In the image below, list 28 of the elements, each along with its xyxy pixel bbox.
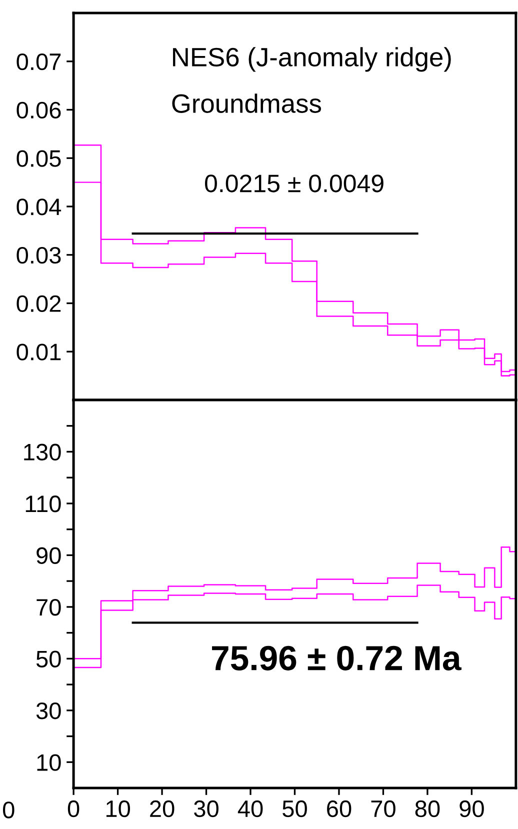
y-tick-label: 70 [36, 599, 61, 616]
x-tick-label: 70 [371, 800, 396, 818]
x-tick-label: 50 [282, 800, 307, 818]
y-tick-label: 0.05 [16, 150, 61, 167]
y-tick-label: 0.04 [16, 198, 62, 216]
annotation: NES6 (J-anomaly ridge) [173, 47, 451, 72]
y-tick-label: 0.02 [16, 295, 61, 312]
y-tick-label: 0.03 [16, 246, 61, 264]
y-tick-label: 90 [36, 547, 61, 564]
y-tick-label: 110 [26, 496, 61, 512]
y-tick-label: 0.01 [16, 344, 61, 360]
x-tick-label: 10 [106, 800, 130, 818]
x-tick-label: 80 [415, 800, 440, 818]
x-tick-label: 0 [68, 800, 80, 818]
y-tick-label: 130 [24, 444, 61, 461]
y-tick-label: 30 [36, 702, 61, 720]
x-tick-label: 40 [238, 800, 263, 818]
annotation: 0.0215 ± 0.0049 [205, 174, 384, 192]
annotation: Groundmass [172, 94, 321, 113]
x-tick-label: 60 [327, 800, 352, 818]
y-tick-label: 50 [36, 650, 61, 668]
y-tick-label: 10 [37, 754, 61, 771]
y-tick-label: 0.06 [16, 102, 61, 119]
x-tick-label: 30 [194, 800, 218, 818]
y-tick-label: 0.07 [16, 53, 61, 70]
annotation: 75.96 ± 0.72 Ma [212, 646, 462, 670]
x-tick-label: 20 [150, 800, 174, 818]
x-tick-label: 90 [460, 800, 484, 818]
